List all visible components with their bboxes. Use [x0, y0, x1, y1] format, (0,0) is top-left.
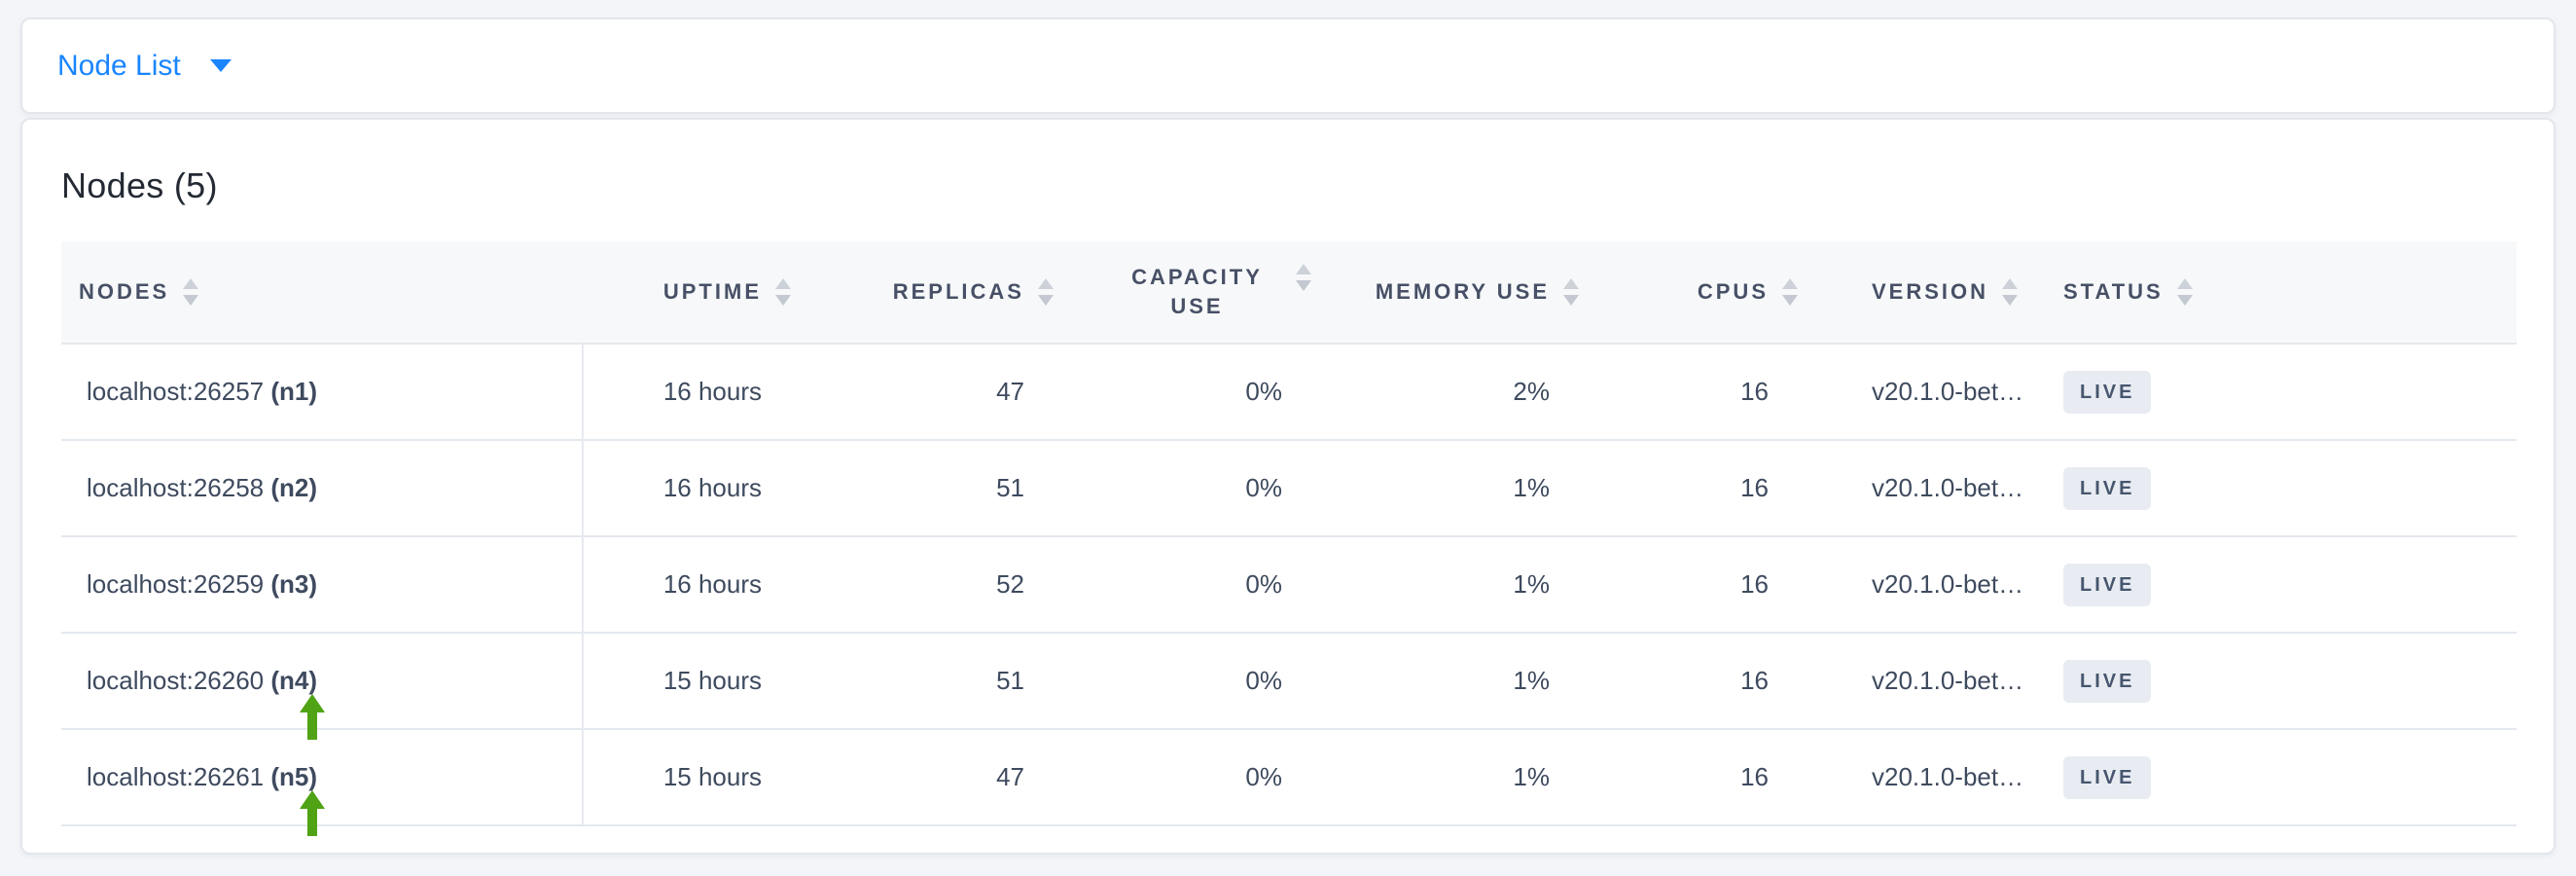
- replicas-cell: 47: [808, 728, 1071, 826]
- node-id: (n5): [270, 762, 318, 791]
- table-row: localhost:26260 (n4) 15 hours 51 0% 1% 1…: [61, 632, 2517, 740]
- status-badge: LIVE: [2063, 466, 2152, 510]
- table-row: localhost:26259 (n3) 16 hours 52 0% 1% 1…: [61, 535, 2517, 633]
- capacity-use-cell: 0%: [1071, 343, 1329, 440]
- sort-icon[interactable]: [1782, 277, 1798, 307]
- version-cell: v20.1.0-bet…: [1815, 343, 2054, 440]
- memory-use-cell: 1%: [1329, 728, 1596, 826]
- node-cell: localhost:26257 (n1): [61, 343, 584, 440]
- node-address[interactable]: localhost:26258: [87, 473, 265, 502]
- status-badge: LIVE: [2063, 563, 2152, 606]
- replicas-cell: 52: [808, 535, 1071, 633]
- sort-icon[interactable]: [1296, 263, 1311, 292]
- node-address[interactable]: localhost:26260: [87, 666, 265, 695]
- uptime-cell: 16 hours: [583, 535, 808, 633]
- node-address[interactable]: localhost:26257: [87, 377, 265, 406]
- green-up-arrow-icon: [300, 790, 325, 836]
- cpus-cell: 16: [1596, 535, 1815, 633]
- green-up-arrow-icon: [300, 694, 325, 740]
- table-row: localhost:26258 (n2) 16 hours 51 0% 1% 1…: [61, 439, 2517, 536]
- table-row: localhost:26261 (n5) 15 hours 47 0% 1% 1…: [61, 728, 2517, 836]
- node-address[interactable]: localhost:26259: [87, 569, 265, 599]
- version-cell: v20.1.0-bet…: [1815, 632, 2054, 729]
- uptime-cell: 15 hours: [583, 728, 808, 826]
- column-header-memory-use[interactable]: MEMORY USE: [1329, 241, 1596, 344]
- table-row: localhost:26257 (n1) 16 hours 47 0% 2% 1…: [61, 343, 2517, 440]
- table-header-row: NODES UPTIME REPLICAS: [61, 241, 2517, 344]
- node-cell: localhost:26259 (n3): [61, 535, 584, 633]
- uptime-cell: 15 hours: [583, 632, 808, 729]
- node-cell: localhost:26261 (n5): [61, 728, 584, 836]
- sort-icon[interactable]: [2002, 277, 2019, 307]
- status-cell: LIVE: [2054, 343, 2517, 440]
- capacity-use-cell: 0%: [1071, 632, 1329, 729]
- column-header-uptime[interactable]: UPTIME: [583, 241, 808, 344]
- nodes-panel: Nodes (5) NODES UPTIME: [20, 118, 2556, 855]
- cpus-cell: 16: [1596, 343, 1815, 440]
- status-badge: LIVE: [2063, 659, 2152, 703]
- replicas-cell: 51: [808, 632, 1071, 729]
- cpus-cell: 16: [1596, 632, 1815, 729]
- capacity-use-cell: 0%: [1071, 535, 1329, 633]
- column-header-status[interactable]: STATUS: [2054, 241, 2517, 344]
- page-header-bar: Node List: [20, 18, 2556, 114]
- chevron-down-icon: [209, 59, 232, 72]
- view-selector-dropdown[interactable]: Node List: [57, 50, 232, 83]
- uptime-cell: 16 hours: [583, 343, 808, 440]
- cpus-cell: 16: [1596, 439, 1815, 536]
- version-cell: v20.1.0-bet…: [1815, 439, 2054, 536]
- panel-title: Nodes (5): [61, 165, 218, 205]
- status-cell: LIVE: [2054, 439, 2517, 536]
- status-cell: LIVE: [2054, 632, 2517, 729]
- column-header-nodes[interactable]: NODES: [61, 241, 583, 344]
- sort-icon[interactable]: [2176, 277, 2193, 307]
- node-id: (n1): [270, 377, 318, 406]
- memory-use-cell: 2%: [1329, 343, 1596, 440]
- node-id: (n2): [270, 473, 318, 502]
- node-address[interactable]: localhost:26261: [87, 762, 265, 791]
- replicas-cell: 47: [808, 343, 1071, 440]
- node-list-table: NODES UPTIME REPLICAS: [61, 241, 2517, 836]
- column-header-replicas[interactable]: REPLICAS: [808, 241, 1071, 344]
- memory-use-cell: 1%: [1329, 535, 1596, 633]
- sort-icon[interactable]: [183, 277, 199, 307]
- sort-icon[interactable]: [1563, 277, 1579, 307]
- memory-use-cell: 1%: [1329, 632, 1596, 729]
- column-header-cpus[interactable]: CPUS: [1596, 241, 1815, 344]
- cpus-cell: 16: [1596, 728, 1815, 826]
- version-cell: v20.1.0-bet…: [1815, 535, 2054, 633]
- version-cell: v20.1.0-bet…: [1815, 728, 2054, 826]
- column-header-capacity-use[interactable]: CAPACITY USE: [1071, 241, 1329, 344]
- uptime-cell: 16 hours: [583, 439, 808, 536]
- sort-icon[interactable]: [775, 277, 791, 307]
- memory-use-cell: 1%: [1329, 439, 1596, 536]
- status-cell: LIVE: [2054, 728, 2517, 826]
- capacity-use-cell: 0%: [1071, 728, 1329, 826]
- node-id: (n3): [270, 569, 318, 599]
- capacity-use-cell: 0%: [1071, 439, 1329, 536]
- status-badge: LIVE: [2063, 370, 2152, 414]
- status-badge: LIVE: [2063, 755, 2152, 799]
- node-cell: localhost:26260 (n4): [61, 632, 584, 740]
- node-cell: localhost:26258 (n2): [61, 439, 584, 536]
- column-header-version[interactable]: VERSION: [1815, 241, 2054, 344]
- node-id: (n4): [270, 666, 318, 695]
- sort-icon[interactable]: [1038, 277, 1054, 307]
- status-cell: LIVE: [2054, 535, 2517, 633]
- view-selector-label: Node List: [57, 49, 181, 82]
- replicas-cell: 51: [808, 439, 1071, 536]
